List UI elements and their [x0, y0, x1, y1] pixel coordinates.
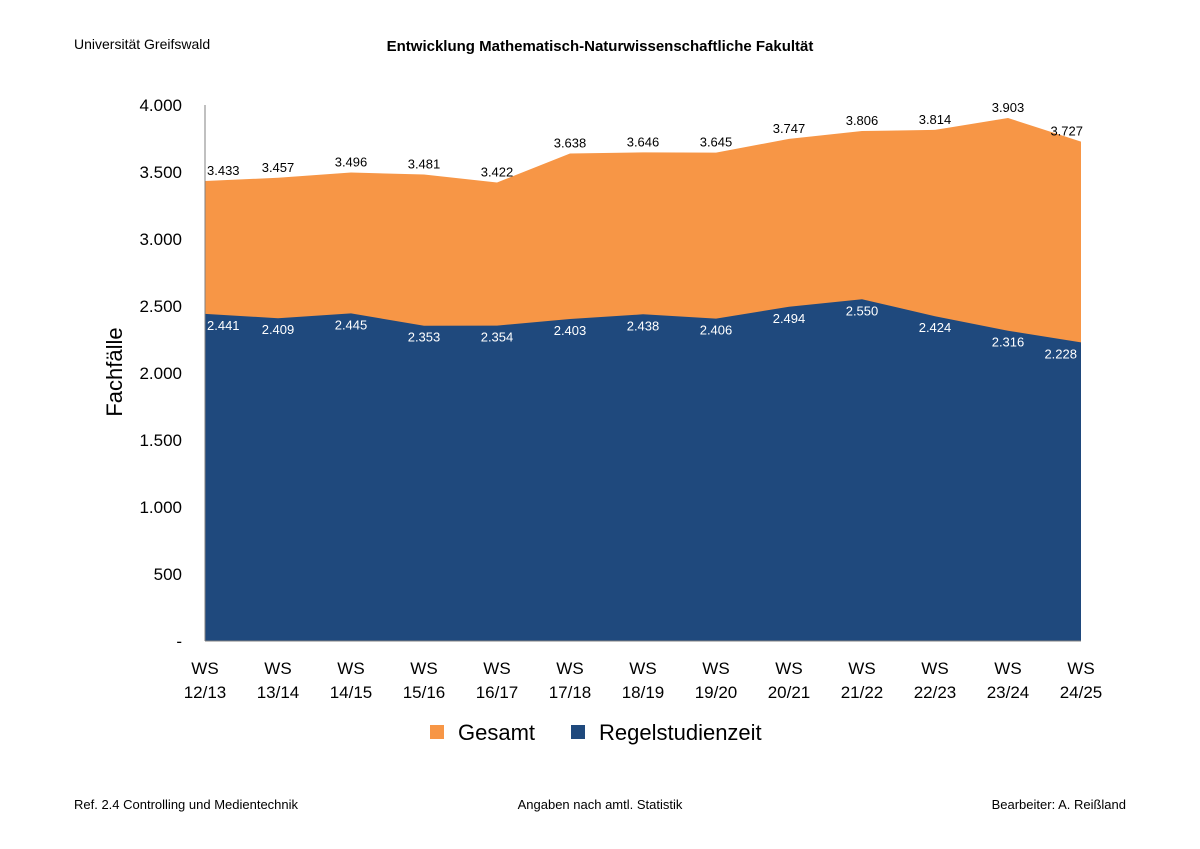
- x-axis-ticks: WS 12/13 WS 13/14 WS 14/15 WS 15/16 WS 16/17 WS 17/…: [184, 659, 1103, 702]
- x-tick-label: WS 19/20: [695, 659, 738, 702]
- y-tick-label: 2.500: [139, 297, 182, 316]
- legend-swatch-regelstudienzeit: [571, 725, 585, 739]
- data-label-regelstudienzeit: 2.445: [335, 317, 368, 332]
- x-tick-label: WS 20/21: [768, 659, 811, 702]
- data-label-gesamt: 3.481: [408, 157, 441, 172]
- y-axis-label: Fachfälle: [102, 327, 127, 416]
- data-label-regelstudienzeit: 2.316: [992, 335, 1025, 350]
- footer-department: Ref. 2.4 Controlling und Medientechnik: [74, 797, 299, 812]
- y-tick-label: -: [176, 632, 182, 651]
- chart-title: Entwicklung Mathematisch-Naturwissenscha…: [386, 38, 814, 55]
- institution-name: Universität Greifswald: [74, 36, 211, 52]
- data-label-regelstudienzeit: 2.441: [207, 318, 240, 333]
- chart-axes: [204, 105, 1081, 642]
- legend-swatch-gesamt: [430, 725, 444, 739]
- y-tick-label: 3.000: [139, 230, 182, 249]
- data-label-regelstudienzeit: 2.353: [408, 330, 441, 345]
- x-tick-label: WS 23/24: [987, 659, 1030, 702]
- legend-label-gesamt: Gesamt: [458, 720, 535, 745]
- legend-label-regelstudienzeit: Regelstudienzeit: [599, 720, 762, 745]
- data-label-gesamt: 3.433: [207, 163, 240, 178]
- y-tick-label: 2.000: [139, 364, 182, 383]
- y-tick-label: 1.000: [139, 498, 182, 517]
- data-label-regelstudienzeit: 2.424: [919, 320, 952, 335]
- x-tick-label: WS 15/16: [403, 659, 446, 702]
- chart-areas: [205, 118, 1081, 641]
- y-tick-label: 500: [154, 565, 182, 584]
- data-label-gesamt: 3.727: [1050, 124, 1083, 139]
- x-tick-label: WS 13/14: [257, 659, 300, 702]
- data-label-gesamt: 3.645: [700, 135, 733, 150]
- footer-author: Bearbeiter: A. Reißland: [991, 797, 1126, 812]
- data-label-gesamt: 3.457: [262, 160, 295, 175]
- x-tick-label: WS 21/22: [841, 659, 884, 702]
- data-label-regelstudienzeit: 2.550: [846, 303, 879, 318]
- data-label-gesamt: 3.638: [554, 136, 587, 151]
- y-tick-label: 4.000: [139, 96, 182, 115]
- x-tick-label: WS 18/19: [622, 659, 665, 702]
- x-tick-label: WS 22/23: [914, 659, 957, 702]
- x-tick-label: WS 24/25: [1060, 659, 1103, 702]
- data-label-gesamt: 3.814: [919, 112, 952, 127]
- data-label-regelstudienzeit: 2.494: [773, 311, 806, 326]
- data-label-regelstudienzeit: 2.228: [1044, 346, 1077, 361]
- legend: Gesamt Regelstudienzeit: [430, 720, 762, 745]
- area-regelstudienzeit: [205, 299, 1081, 641]
- data-label-gesamt: 3.747: [773, 121, 806, 136]
- data-label-regelstudienzeit: 2.403: [554, 323, 587, 338]
- y-axis-ticks: - 500 1.000 1.500 2.000 2.500 3.000 3.500 4.000: [139, 96, 182, 651]
- y-tick-label: 1.500: [139, 431, 182, 450]
- x-tick-label: WS 17/18: [549, 659, 592, 702]
- y-tick-label: 3.500: [139, 163, 182, 182]
- data-label-regelstudienzeit: 2.354: [481, 330, 514, 345]
- data-labels: 3.433 3.457 3.496 3.481 3.422 3.638 3.646 3.645…: [207, 100, 1083, 361]
- x-tick-label: WS 14/15: [330, 659, 373, 702]
- data-label-gesamt: 3.496: [335, 155, 368, 170]
- data-label-gesamt: 3.422: [481, 164, 514, 179]
- x-tick-label: WS 12/13: [184, 659, 227, 702]
- data-label-regelstudienzeit: 2.406: [700, 323, 733, 338]
- data-label-regelstudienzeit: 2.438: [627, 318, 660, 333]
- data-label-gesamt: 3.806: [846, 113, 879, 128]
- footer-source: Angaben nach amtl. Statistik: [517, 797, 683, 812]
- data-label-gesamt: 3.646: [627, 134, 660, 149]
- data-label-gesamt: 3.903: [992, 100, 1025, 115]
- x-tick-label: WS 16/17: [476, 659, 519, 702]
- data-label-regelstudienzeit: 2.409: [262, 322, 295, 337]
